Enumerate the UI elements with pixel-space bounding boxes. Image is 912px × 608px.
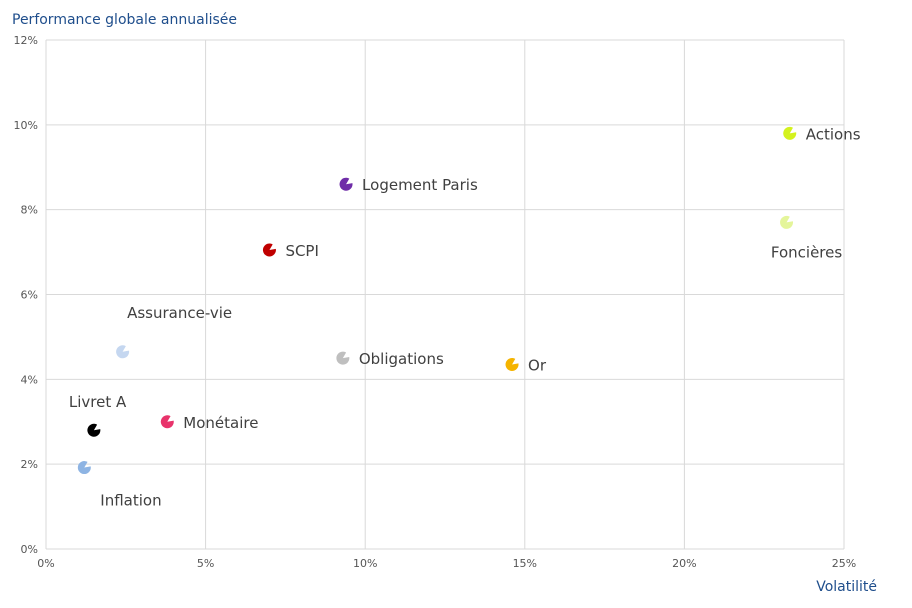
point-label-actions: Actions [806,125,861,143]
y-tick-label: 8% [21,204,38,217]
point-label-or: Or [528,356,547,374]
point-livret-a [87,423,101,437]
point-label-livret-a: Livret A [69,393,127,411]
x-axis-title: Volatilité [816,579,877,595]
point-label-inflation: Inflation [100,492,161,510]
x-tick-label: 15% [513,557,537,570]
point-logement-paris [339,177,353,191]
point-assurance-vie [116,345,130,359]
y-tick-label: 4% [21,373,38,386]
grid-lines [45,39,845,550]
point-label-foncieres: Foncières [771,243,842,261]
point-label-assurance-vie: Assurance-vie [127,304,232,322]
y-axis-title: Performance globale annualisée [12,12,237,28]
point-monetaire [160,415,174,429]
x-tick-label: 25% [832,557,856,570]
point-foncieres [780,215,794,229]
y-tick-label: 6% [21,289,38,302]
point-actions [783,126,797,140]
point-scpi [262,243,276,257]
y-tick-label: 10% [14,119,38,132]
point-inflation [77,461,91,475]
data-points: Actions Foncières Logement Paris SCPI Assura… [69,125,861,509]
point-label-obligations: Obligations [359,350,444,368]
x-tick-label: 5% [197,557,214,570]
point-label-scpi: SCPI [285,242,318,260]
point-obligations [336,351,350,365]
x-tick-label: 20% [672,557,696,570]
x-tick-label: 10% [353,557,377,570]
axis-ticks: 0% 5% 10% 15% 20% 25% 0% 2% 4% 6% 8% 10% 12% [14,34,857,570]
point-label-logement-paris: Logement Paris [362,176,478,194]
y-tick-label: 12% [14,34,38,47]
y-tick-label: 0% [21,543,38,556]
point-or [505,357,519,371]
x-tick-label: 0% [37,557,54,570]
y-tick-label: 2% [21,458,38,471]
point-label-monetaire: Monétaire [183,414,258,432]
